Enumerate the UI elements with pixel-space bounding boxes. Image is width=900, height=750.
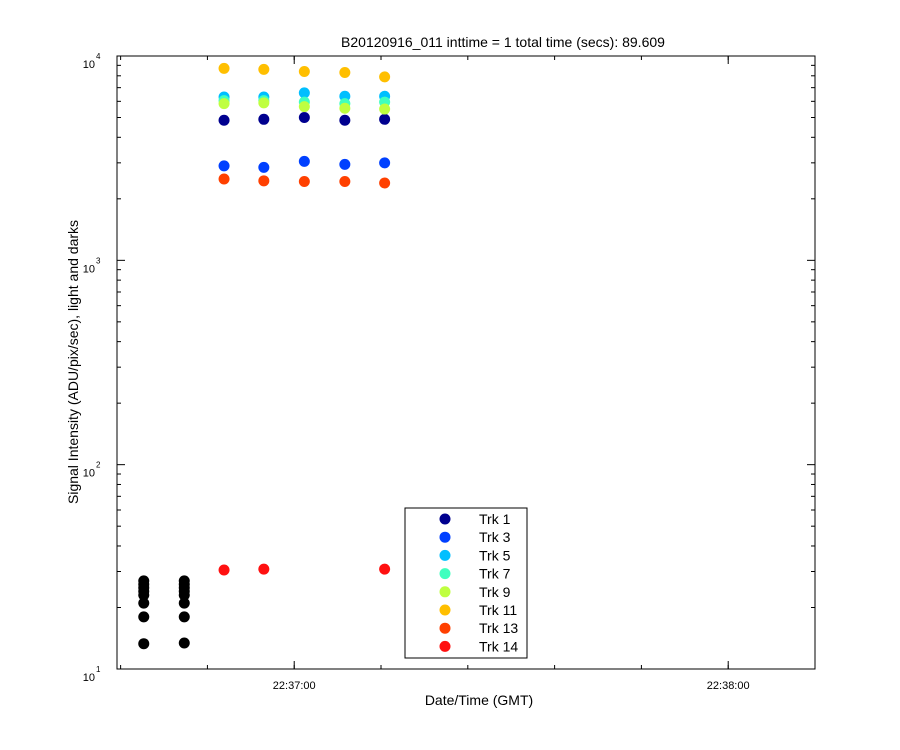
legend-label: Trk 11 <box>479 602 517 618</box>
legend-label: Trk 1 <box>479 511 511 527</box>
legend-label: Trk 13 <box>479 620 518 636</box>
data-point <box>258 161 270 173</box>
legend-marker <box>439 568 451 580</box>
legend-marker <box>439 513 451 525</box>
y-axis-title: Signal Intensity (ADU/pix/sec), light an… <box>65 220 81 504</box>
data-point <box>339 114 351 126</box>
data-point <box>379 157 391 169</box>
data-point <box>339 102 351 114</box>
data-point <box>258 63 270 75</box>
chart-title: B20120916_011 inttime = 1 total time (se… <box>341 34 665 50</box>
x-tick-label: 22:38:00 <box>707 680 750 692</box>
data-point <box>218 62 230 74</box>
y-tick-label: 10 <box>83 263 95 275</box>
data-point <box>298 112 310 124</box>
legend-marker <box>439 604 451 616</box>
data-point <box>379 103 391 115</box>
data-point <box>339 176 351 188</box>
data-point <box>218 160 230 172</box>
y-tick-exponent: 2 <box>96 461 101 470</box>
legend-label: Trk 5 <box>479 547 511 563</box>
data-point <box>298 176 310 188</box>
data-point <box>379 563 391 575</box>
data-point <box>218 98 230 110</box>
data-point <box>379 177 391 189</box>
data-point <box>178 637 190 649</box>
data-point <box>138 638 150 650</box>
data-point <box>298 65 310 77</box>
data-point <box>218 173 230 185</box>
y-tick-exponent: 1 <box>96 665 101 674</box>
y-tick-label: 10 <box>83 672 95 684</box>
data-point <box>138 611 150 623</box>
x-axis: 22:37:00 22:38:00 <box>120 56 816 692</box>
data-point <box>298 87 310 99</box>
legend-label: Trk 14 <box>479 638 518 654</box>
data-point <box>298 155 310 167</box>
data-point <box>258 563 270 575</box>
data-point <box>218 564 230 576</box>
legend: Trk 1 Trk 3 Trk 5 Trk 7 Trk 9 Trk 11 Trk 13 Trk… <box>404 507 528 659</box>
legend-marker <box>439 531 451 543</box>
data-point <box>178 589 190 601</box>
legend-box <box>404 507 528 659</box>
data-point <box>379 113 391 125</box>
y-tick-label: 10 <box>83 59 95 71</box>
data-point <box>339 67 351 79</box>
legend-label: Trk 9 <box>479 584 511 600</box>
data-point <box>339 158 351 170</box>
y-tick-label: 10 <box>83 468 95 480</box>
legend-marker <box>439 640 451 652</box>
data-point <box>138 589 150 601</box>
data-point <box>258 97 270 109</box>
data-point <box>178 611 190 623</box>
data-point <box>138 597 150 609</box>
legend-marker <box>439 549 451 561</box>
legend-marker <box>439 586 451 598</box>
data-point <box>178 597 190 609</box>
data-point <box>298 101 310 113</box>
y-tick-exponent: 4 <box>96 52 101 61</box>
x-tick-label: 22:37:00 <box>273 680 316 692</box>
legend-label: Trk 7 <box>479 566 511 582</box>
legend-label: Trk 3 <box>479 529 511 545</box>
legend-marker <box>439 622 451 634</box>
data-point <box>258 113 270 125</box>
x-axis-title: Date/Time (GMT) <box>425 692 533 708</box>
data-point <box>379 71 391 83</box>
y-tick-exponent: 3 <box>96 256 101 265</box>
data-point <box>218 114 230 126</box>
data-point <box>258 175 270 187</box>
